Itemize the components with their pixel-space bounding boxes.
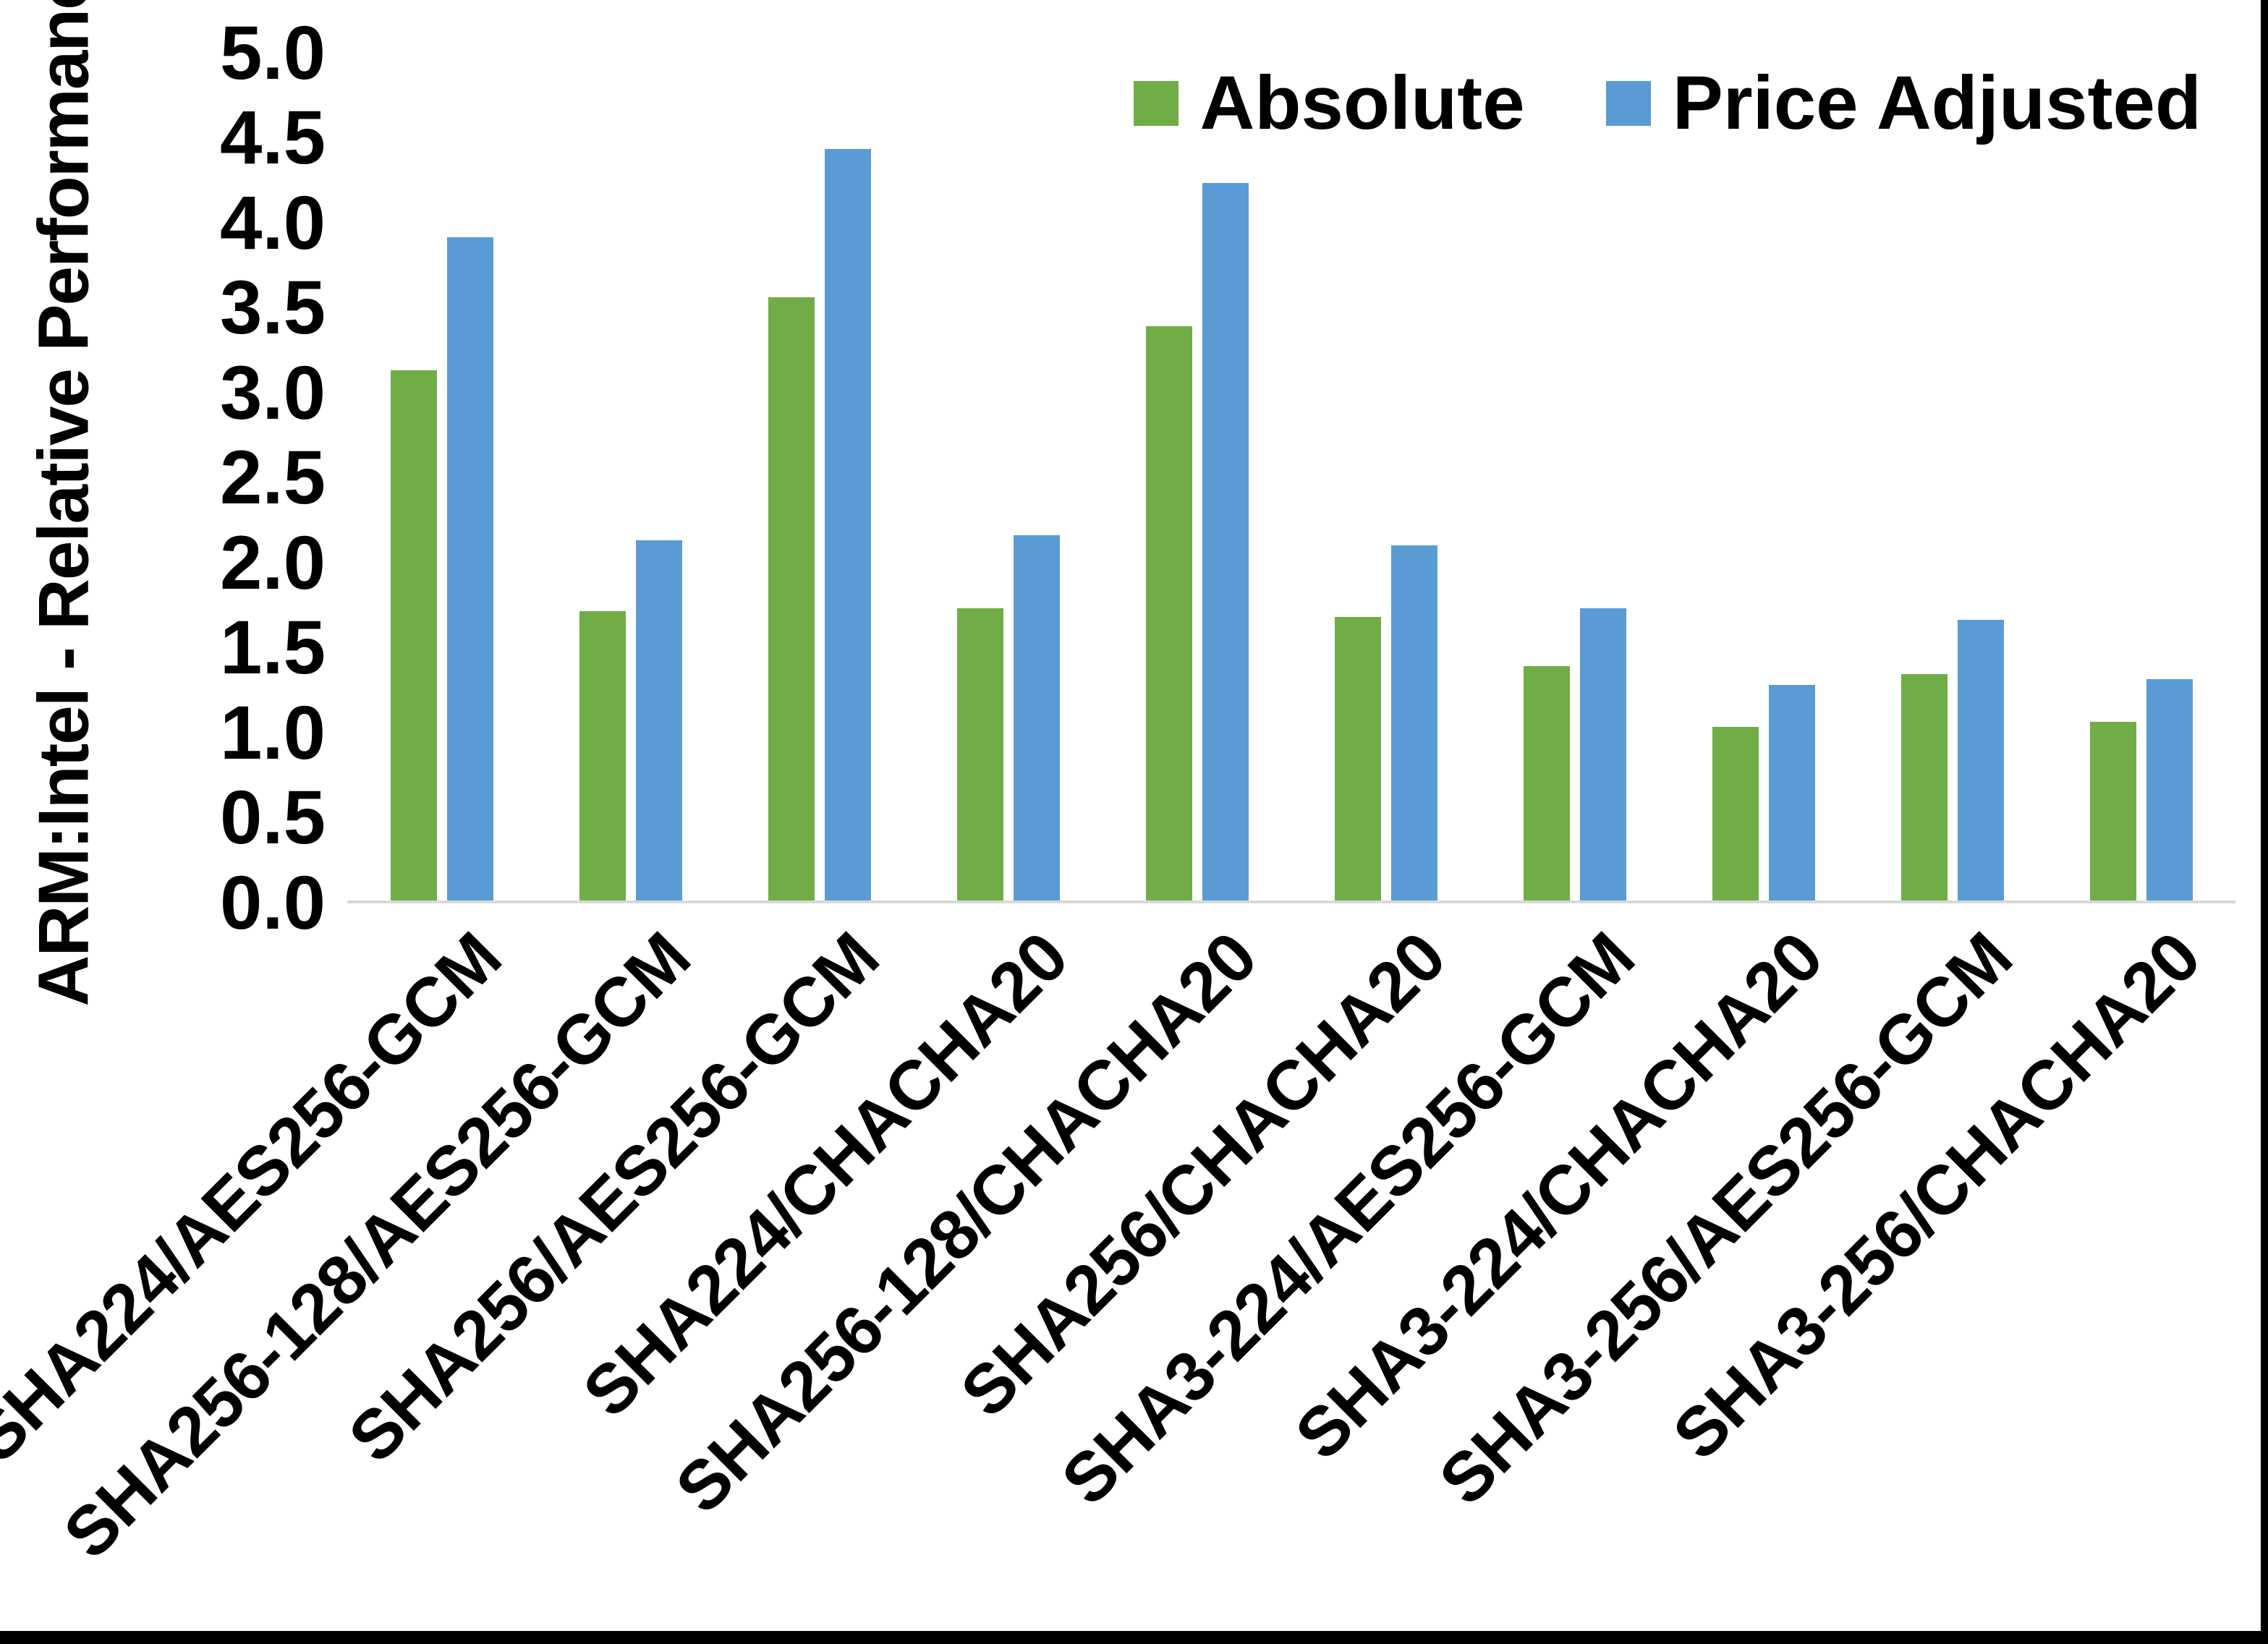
bar-absolute-sha3-256-chacha20 bbox=[2090, 722, 2136, 900]
y-tick-label-1-5: 1.5 bbox=[220, 605, 326, 690]
bar-price-adjusted-sha3-256-chacha20 bbox=[2146, 679, 2193, 900]
bar-absolute-sha224-aes256-gcm bbox=[391, 370, 437, 900]
y-tick-label-3-5: 3.5 bbox=[220, 265, 326, 350]
x-axis-line bbox=[347, 900, 2235, 903]
bar-absolute-sha256-128-chacha20 bbox=[1146, 326, 1192, 900]
bar-absolute-sha3-224-chacha20 bbox=[1712, 727, 1759, 900]
y-tick-label-4-0: 4.0 bbox=[220, 181, 326, 265]
bar-price-adjusted-sha256-chacha20 bbox=[1391, 545, 1437, 900]
y-tick-label-3-0: 3.0 bbox=[220, 351, 326, 435]
bar-absolute-sha256-aes256-gcm bbox=[768, 297, 815, 900]
legend-label-price-adjusted: Price Adjusted bbox=[1672, 61, 2201, 145]
bottom-frame-border bbox=[0, 1631, 2268, 1644]
y-tick-label-1-0: 1.0 bbox=[220, 691, 326, 775]
bar-absolute-sha3-256-aes256-gcm bbox=[1901, 674, 1948, 900]
y-tick-label-2-5: 2.5 bbox=[220, 435, 326, 520]
legend-item-price-adjusted: Price Adjusted bbox=[1605, 61, 2201, 145]
bar-absolute-sha224-chacha20 bbox=[957, 608, 1003, 900]
bar-price-adjusted-sha3-224-chacha20 bbox=[1769, 685, 1815, 900]
right-frame-border bbox=[2261, 0, 2268, 1644]
y-tick-label-4-5: 4.5 bbox=[220, 95, 326, 180]
bar-price-adjusted-sha224-aes256-gcm bbox=[447, 237, 493, 900]
legend-item-absolute: Absolute bbox=[1133, 61, 1525, 145]
y-tick-label-5-0: 5.0 bbox=[220, 11, 326, 95]
bar-price-adjusted-sha256-128-aes256-gcm bbox=[636, 540, 682, 900]
y-tick-label-2-0: 2.0 bbox=[220, 521, 326, 605]
bar-price-adjusted-sha3-256-aes256-gcm bbox=[1958, 620, 2004, 900]
bar-price-adjusted-sha256-aes256-gcm bbox=[825, 149, 871, 900]
legend-label-absolute: Absolute bbox=[1199, 61, 1525, 145]
bar-absolute-sha256-chacha20 bbox=[1335, 617, 1381, 900]
bar-absolute-sha3-224-aes256-gcm bbox=[1524, 666, 1570, 900]
bar-absolute-sha256-128-aes256-gcm bbox=[579, 611, 626, 900]
bar-price-adjusted-sha224-chacha20 bbox=[1014, 535, 1060, 900]
y-tick-label-0-5: 0.5 bbox=[220, 775, 326, 860]
bar-price-adjusted-sha3-224-aes256-gcm bbox=[1580, 608, 1626, 900]
y-tick-label-0-0: 0.0 bbox=[220, 861, 326, 945]
legend-swatch-price-adjusted bbox=[1605, 81, 1651, 126]
bar-price-adjusted-sha256-128-chacha20 bbox=[1202, 183, 1249, 900]
legend-swatch-absolute bbox=[1133, 81, 1178, 126]
legend: Absolute Price Adjusted bbox=[1133, 61, 2201, 145]
